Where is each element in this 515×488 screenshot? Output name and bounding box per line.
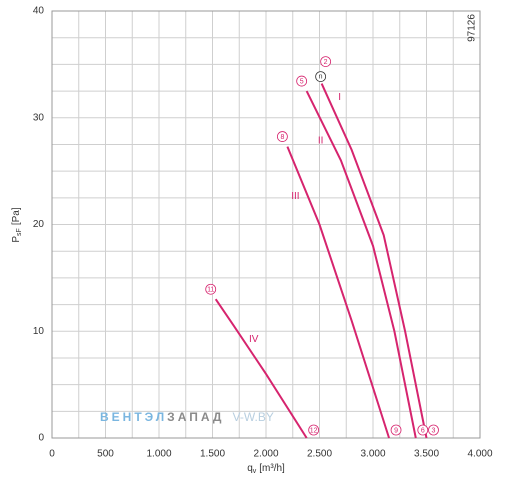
end-label: 6 (421, 427, 425, 434)
y-label-sub: sF (16, 228, 23, 236)
curve (214, 298, 308, 439)
curve (305, 90, 417, 439)
y-tick-label: 30 (33, 112, 45, 123)
x-label-sub: v (253, 468, 257, 475)
x-label-unit: [m³/h] (259, 463, 285, 474)
speed-marker: n (319, 73, 323, 80)
end-label: 12 (310, 427, 318, 434)
start-label: 5 (300, 78, 304, 85)
start-label-circle (205, 283, 217, 295)
y-tick-label: 0 (38, 433, 44, 444)
plot-frame (51, 10, 481, 439)
x-tick-label: 0 (49, 449, 55, 460)
start-label: 2 (324, 59, 328, 66)
start-label: 8 (280, 134, 284, 141)
series-label: IV (249, 334, 259, 345)
x-tick-label: 2.000 (253, 449, 278, 460)
end-label: 3 (432, 427, 436, 434)
speed-marker-circle (315, 71, 327, 82)
start-label-circle (276, 131, 288, 142)
x-tick-label: 4.000 (467, 449, 492, 460)
x-tick-label: 1.000 (146, 449, 171, 460)
y-tick-label: 10 (33, 326, 45, 337)
x-tick-label: 2.500 (307, 449, 332, 460)
watermark-blue: ВЕНТЭЛ (100, 410, 167, 424)
y-tick-label: 40 (33, 6, 45, 17)
curve (320, 83, 428, 439)
watermark-site: V-W.BY (232, 410, 273, 424)
code: 97126 (467, 14, 478, 42)
curve (286, 146, 391, 439)
series-label: II (318, 136, 324, 147)
x-tick-label: 3.500 (414, 449, 439, 460)
end-label-circle (417, 424, 429, 436)
y-label-unit: [Pa] (11, 207, 22, 225)
x-tick-label: 3.000 (360, 449, 385, 460)
y-label-main: P (11, 236, 22, 243)
end-label-circle (390, 424, 402, 436)
x-axis-label: qv [m³/h] (247, 463, 285, 475)
start-label-circle (320, 56, 332, 67)
x-tick-label: 1.500 (200, 449, 225, 460)
end-label-circle (428, 424, 439, 436)
watermark-gray: ЗАПАД (167, 410, 224, 424)
end-label: 9 (394, 427, 398, 434)
watermark: ВЕНТЭЛЗАПАД V-W.BY (100, 410, 274, 424)
y-tick-label: 20 (33, 219, 45, 230)
start-label-circle (296, 75, 308, 87)
y-axis-label: PsF [Pa] (11, 207, 23, 242)
end-label-circle (308, 424, 320, 436)
series-label: I (338, 92, 341, 103)
x-label-main: q (247, 463, 253, 474)
x-tick-label: 500 (97, 449, 114, 460)
series-label: III (291, 191, 299, 202)
start-label: 11 (207, 287, 214, 294)
